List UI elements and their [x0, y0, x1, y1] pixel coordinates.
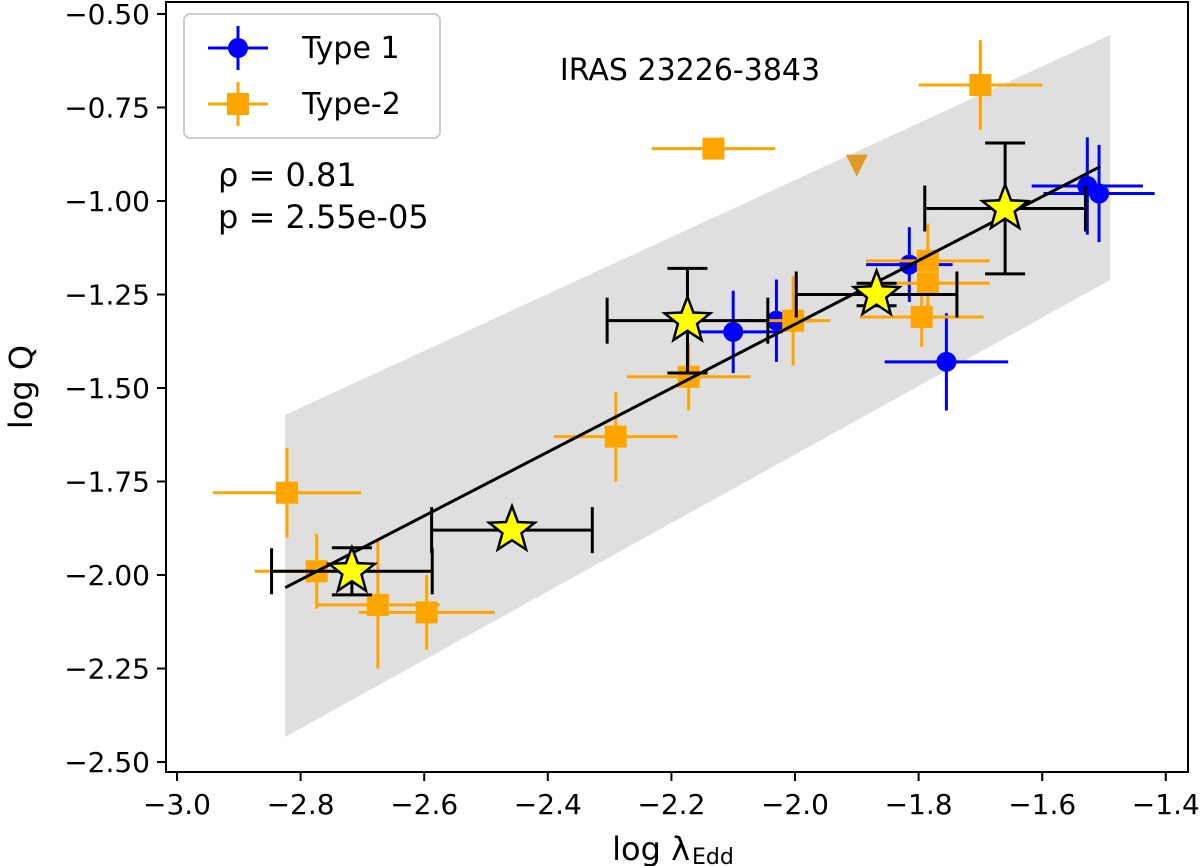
x-tick-label: −2.0 — [761, 788, 829, 821]
y-tick-label: −1.25 — [64, 279, 150, 312]
legend-label-type2: Type-2 — [301, 87, 401, 122]
x-tick-label: −2.4 — [514, 788, 582, 821]
y-tick-label: −0.75 — [64, 92, 150, 125]
type2-point — [702, 137, 725, 160]
data-point — [270, 543, 434, 597]
data-point — [884, 313, 1009, 411]
x-tick-label: −2.2 — [637, 788, 705, 821]
legend-type1-marker — [228, 38, 248, 58]
data-point — [918, 40, 1043, 130]
upper-limit-point — [845, 154, 868, 177]
data-point — [358, 575, 495, 650]
y-tick-label: −2.50 — [64, 746, 150, 779]
type1-point — [936, 351, 957, 372]
y-tick-label: −2.00 — [64, 559, 150, 592]
x-tick-label: −1.4 — [1132, 788, 1200, 821]
data-point — [923, 141, 1087, 276]
x-tick-label: −1.8 — [885, 788, 953, 821]
rho-label: ρ = 0.81 — [218, 156, 357, 194]
x-axis-label-sub: Edd — [692, 845, 734, 866]
star-point — [661, 293, 714, 343]
data-point — [1043, 144, 1155, 243]
type2-point — [604, 425, 627, 448]
type1-point — [1089, 183, 1110, 204]
type2-point — [366, 593, 389, 616]
type2-point — [916, 272, 939, 295]
data-point — [794, 266, 959, 318]
y-tick-label: −1.50 — [64, 372, 150, 405]
series-square — [212, 40, 1043, 669]
data-point — [859, 287, 984, 347]
x-tick-label: −3.0 — [143, 788, 211, 821]
data-point — [605, 266, 770, 375]
data-point — [430, 502, 594, 554]
axis-ticks: −3.0 −2.8 −2.6 −2.4 −2.2 −2.0 −1.8 −1.6 −1.4 −2.5… — [64, 0, 1200, 821]
fit-line — [284, 165, 1101, 590]
star-point — [325, 543, 379, 594]
legend: Type 1 Type-2 — [183, 13, 441, 139]
y-tick-label: −2.25 — [64, 653, 150, 686]
data-point — [553, 391, 678, 482]
data-point — [845, 154, 868, 177]
star-point — [850, 266, 903, 317]
legend-label-type1: Type 1 — [301, 31, 400, 66]
annotation: IRAS 23226-3843 — [560, 53, 820, 88]
series-triangle-down — [845, 154, 868, 177]
x-tick-label: −2.6 — [390, 788, 458, 821]
y-tick-label: −1.75 — [64, 466, 150, 499]
x-axis-label: log λ Edd — [612, 830, 734, 866]
y-tick-label: −1.00 — [64, 185, 150, 218]
data-point — [651, 137, 776, 160]
type1-point — [723, 321, 744, 342]
type2-point — [910, 305, 933, 328]
type2-point — [415, 601, 438, 624]
x-axis-label-main: log λ — [612, 830, 690, 866]
p-label: p = 2.55e-05 — [218, 198, 429, 236]
star-point — [485, 502, 539, 553]
type2-point — [276, 481, 299, 504]
y-tick-label: −0.50 — [64, 0, 150, 31]
type2-point — [969, 74, 992, 97]
plot-area — [212, 34, 1155, 737]
y-axis-label: log Q — [2, 345, 40, 429]
type2-point — [782, 309, 805, 332]
legend-type2-marker — [227, 93, 249, 115]
x-tick-label: −2.8 — [267, 788, 335, 821]
data-point — [756, 275, 831, 366]
x-tick-label: −1.6 — [1008, 788, 1076, 821]
data-point — [212, 447, 362, 538]
star-point — [978, 180, 1032, 231]
